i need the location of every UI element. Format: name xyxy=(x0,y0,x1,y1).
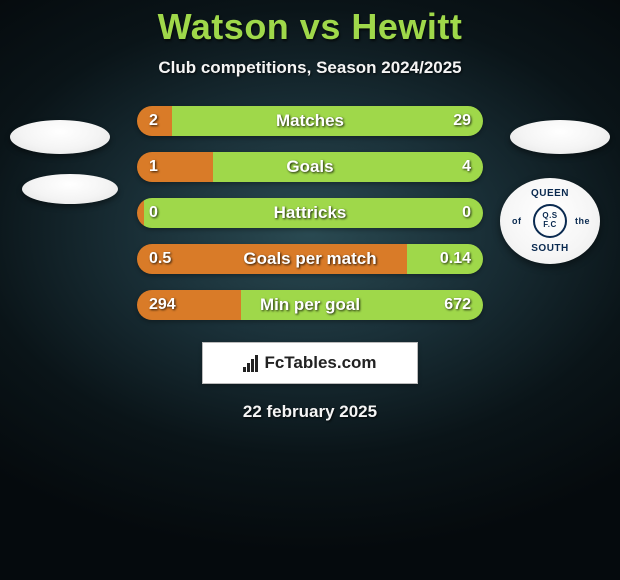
right-club-crest: QUEEN of Q.S F.C the SOUTH xyxy=(500,178,600,264)
bar-chart-icon xyxy=(243,354,258,372)
bar-track: 2 29 Matches xyxy=(137,106,483,136)
value-left: 2 xyxy=(149,106,158,136)
row-label: Hattricks xyxy=(274,198,347,228)
row-label: Goals per match xyxy=(243,244,376,274)
crest-text-right: the xyxy=(575,216,590,226)
brand-badge: FcTables.com xyxy=(202,342,418,384)
bar-track: 294 672 Min per goal xyxy=(137,290,483,320)
row-label: Matches xyxy=(276,106,344,136)
value-right: 0.14 xyxy=(440,244,471,274)
bar-track: 0.5 0.14 Goals per match xyxy=(137,244,483,274)
value-right: 0 xyxy=(462,198,471,228)
bar-track: 0 0 Hattricks xyxy=(137,198,483,228)
crest-center-icon: Q.S F.C xyxy=(533,204,567,238)
value-left: 1 xyxy=(149,152,158,182)
value-right: 672 xyxy=(444,290,471,320)
value-left: 294 xyxy=(149,290,176,320)
left-club-logo-2 xyxy=(22,174,118,204)
value-right: 4 xyxy=(462,152,471,182)
value-right: 29 xyxy=(453,106,471,136)
bar-track: 1 4 Goals xyxy=(137,152,483,182)
crest-text-bottom: SOUTH xyxy=(531,243,569,254)
right-club-logo-1 xyxy=(510,120,610,154)
value-left: 0.5 xyxy=(149,244,171,274)
page-title: Watson vs Hewitt xyxy=(158,6,463,48)
bar-left xyxy=(137,198,144,228)
crest-text-top: QUEEN xyxy=(531,188,569,199)
snapshot-date: 22 february 2025 xyxy=(243,402,377,422)
row-label: Goals xyxy=(286,152,333,182)
bar-right xyxy=(213,152,483,182)
left-club-logo-1 xyxy=(10,120,110,154)
brand-text: FcTables.com xyxy=(264,353,376,373)
value-left: 0 xyxy=(149,198,158,228)
row-label: Min per goal xyxy=(260,290,360,320)
subtitle: Club competitions, Season 2024/2025 xyxy=(158,58,461,78)
stat-row: 294 672 Min per goal xyxy=(0,290,620,320)
crest-text-left: of xyxy=(512,216,522,226)
